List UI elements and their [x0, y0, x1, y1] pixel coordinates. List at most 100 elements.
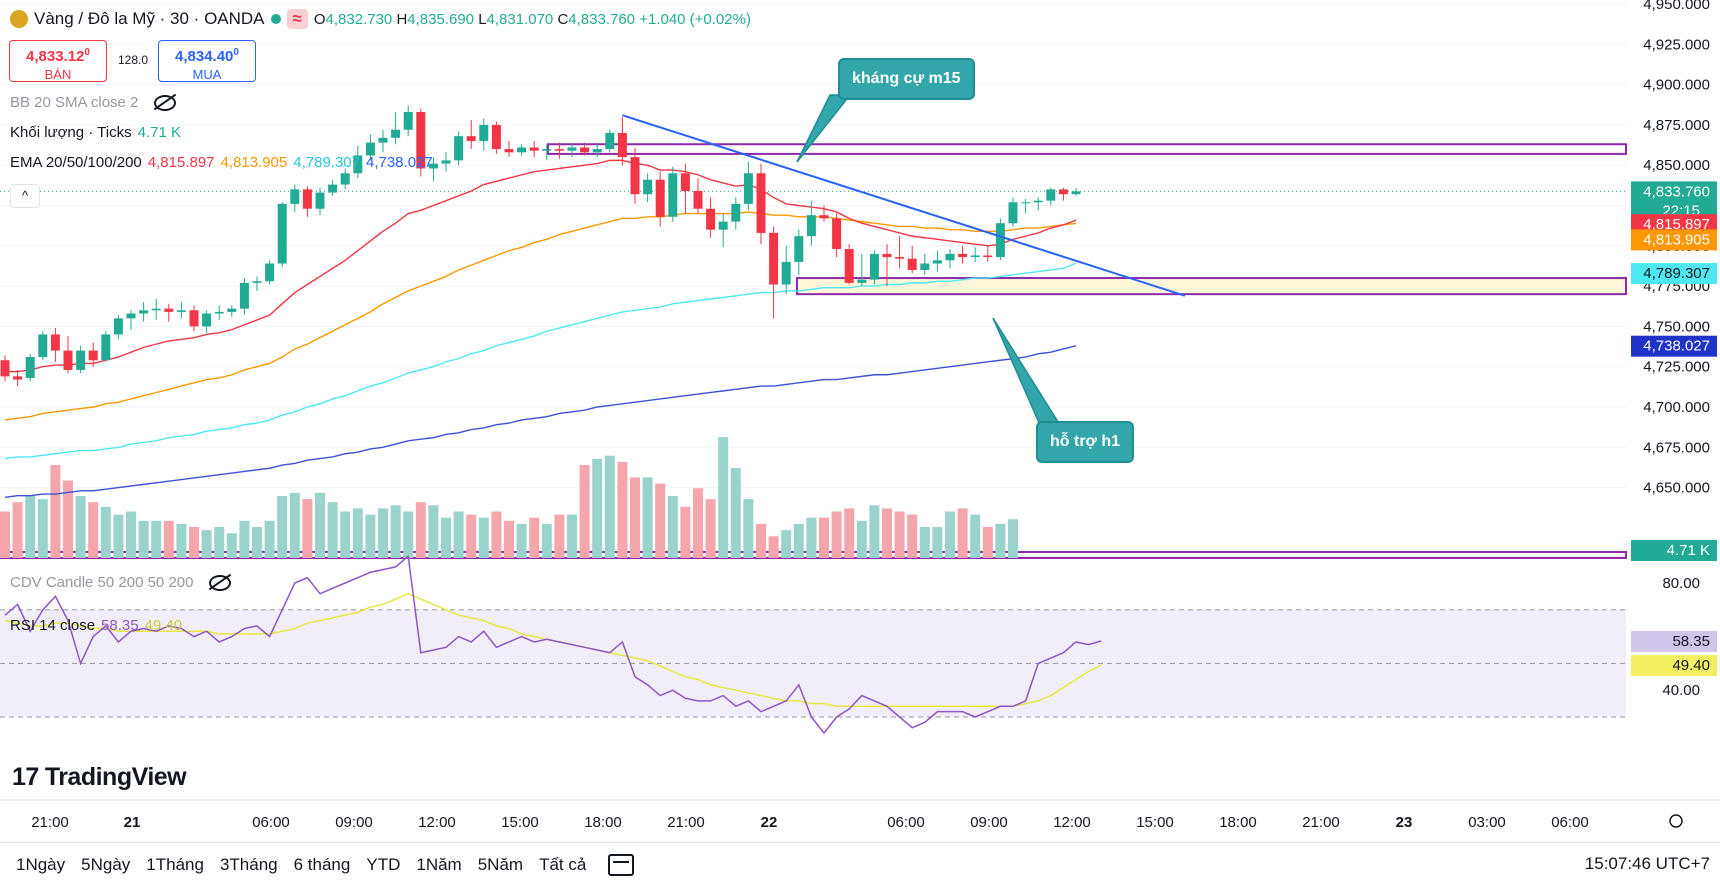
candles[interactable]	[0, 105, 1081, 387]
candle-body	[403, 112, 413, 130]
buy-button[interactable]: 4,834.400 MUA	[158, 40, 256, 82]
candle-body	[920, 263, 930, 270]
resistance-callout[interactable]: kháng cự m15	[838, 58, 975, 100]
candle-body	[340, 173, 350, 185]
candle-body	[227, 308, 237, 312]
eye-hidden-icon[interactable]	[154, 94, 177, 111]
last-price-tag: 4,833.760	[1643, 183, 1710, 200]
price-axis-label: 4,925.000	[1643, 36, 1710, 53]
timeframe-item[interactable]: 1Năm	[416, 854, 462, 874]
support-zone	[796, 277, 1627, 296]
symbol-legend[interactable]: Vàng / Đô la Mỹ · 30 · OANDA ≈ O4,832.73…	[10, 9, 751, 29]
change-value: +1.040 (+0.02%)	[639, 10, 751, 28]
bb-legend[interactable]: BB 20 SMA close 2	[10, 94, 177, 111]
candle-body	[806, 215, 816, 237]
volume-legend[interactable]: Khối lượng · Ticks 4.71 K	[10, 124, 181, 141]
candle-body	[1008, 202, 1018, 224]
volume-bar	[88, 502, 99, 558]
volume-bar	[478, 517, 489, 558]
volume-bar	[882, 508, 892, 558]
price-axis[interactable]: 4,950.000 4,925.000 4,900.000 4,875.000 4,85…	[1643, 0, 1710, 699]
rsi-value-tag-bg	[1631, 631, 1717, 653]
rsi-legend[interactable]: RSI 14 close 58.35 49.40	[10, 617, 183, 634]
candle-body	[882, 253, 892, 258]
rsi-band	[0, 609, 1626, 718]
candle-body	[101, 334, 111, 361]
tradingview-logo[interactable]: 17 TradingView	[12, 763, 187, 791]
timeframe-item[interactable]: Tất cả	[539, 854, 587, 874]
candle-body	[466, 136, 476, 142]
price-axis-label: 4,750.000	[1643, 318, 1710, 335]
candle-body	[479, 124, 489, 142]
time-axis-label: 09:00	[970, 814, 1008, 831]
candle-body	[504, 149, 514, 153]
candle-body	[365, 142, 375, 156]
volume-bar	[428, 505, 439, 558]
candle-body	[315, 192, 325, 209]
candle-body	[13, 376, 23, 380]
volume-bar	[239, 520, 250, 558]
timeframe-item[interactable]: 5Ngày	[81, 854, 131, 874]
candle-body	[277, 203, 287, 264]
time-axis-label: 21:00	[667, 814, 705, 831]
time-axis-label: 23	[1396, 814, 1413, 831]
timeframe-item[interactable]: 1Tháng	[146, 854, 204, 874]
cdv-legend[interactable]: CDV Candle 50 200 50 200	[10, 574, 232, 591]
candle-body	[743, 173, 753, 204]
trendline[interactable]	[622, 114, 1186, 297]
collapse-legend-button[interactable]: ^	[10, 184, 40, 208]
volume-bar	[37, 499, 48, 558]
time-axis[interactable]: 21:00 21 06:00 09:00 12:00 15:00 18:00 21:00 22 0…	[0, 799, 1720, 831]
volume-bar	[302, 499, 313, 558]
volume-bar	[252, 527, 262, 558]
volume-bar	[604, 455, 615, 558]
price-tags: 4,833.76022:154,815.8974,813.9054,789.30…	[1631, 181, 1717, 677]
candle-body	[983, 255, 993, 258]
volume-bar	[415, 502, 426, 558]
ema200-tag: 4,738.027	[1643, 338, 1710, 355]
time-axis-label: 06:00	[887, 814, 925, 831]
timeframe-item[interactable]: 1Ngày	[16, 854, 66, 874]
time-axis-label: 06:00	[1551, 814, 1589, 831]
volume-bar	[378, 508, 388, 558]
timeframe-item[interactable]: 3Tháng	[219, 854, 278, 874]
rsi-value-tag: 58.35	[1672, 633, 1710, 650]
volume-bar	[667, 496, 678, 558]
price-axis-label: 4,700.000	[1643, 399, 1710, 416]
ema-legend[interactable]: EMA 20/50/100/200 4,815.897 4,813.905 4,…	[10, 154, 433, 171]
time-axis-label: 12:00	[1053, 814, 1091, 831]
volume-bar	[617, 461, 628, 558]
calendar-goto-icon[interactable]	[608, 853, 635, 876]
volume-bar	[655, 483, 666, 558]
support-callout[interactable]: hỗ trợ h1	[1036, 421, 1135, 463]
candle-body	[1033, 200, 1043, 203]
candle-body	[176, 310, 186, 312]
chart-svg[interactable]: 4,950.000 4,925.000 4,900.000 4,875.000 4,85…	[0, 0, 1720, 842]
price-axis-label: 4,950.000	[1643, 0, 1710, 13]
volume-bar	[642, 477, 653, 558]
candle-body	[50, 334, 60, 351]
candle-body	[265, 263, 275, 282]
candle-body	[252, 281, 262, 283]
rsi-ma-tag: 49.40	[1672, 657, 1710, 674]
timeframe-item[interactable]: 5Năm	[477, 854, 524, 874]
ema200-tag-bg	[1631, 335, 1717, 357]
candle-body	[605, 132, 615, 150]
timeframe-item[interactable]: 6 tháng	[293, 854, 351, 874]
volume-bar	[100, 506, 111, 558]
volume-bar	[907, 514, 918, 558]
volume-bar	[730, 468, 741, 558]
candle-body	[391, 129, 401, 138]
timeframe-item[interactable]: YTD	[366, 854, 401, 874]
volume-tag: 4.71 K	[1667, 542, 1710, 559]
candle-body	[1058, 189, 1068, 195]
volume-bar	[592, 458, 603, 558]
volume-bar	[831, 511, 842, 558]
eye-hidden-icon[interactable]	[209, 574, 232, 591]
clock[interactable]: 15:07:46 UTC+7	[1584, 854, 1710, 873]
symbol-title[interactable]: Vàng / Đô la Mỹ · 30 · OANDA	[34, 9, 265, 28]
time-axis-label: 18:00	[1219, 814, 1257, 831]
time-axis-label: 03:00	[1468, 814, 1506, 831]
data-status-icon[interactable]: ≈	[286, 9, 308, 29]
sell-button[interactable]: 4,833.120 BÁN	[9, 40, 107, 82]
